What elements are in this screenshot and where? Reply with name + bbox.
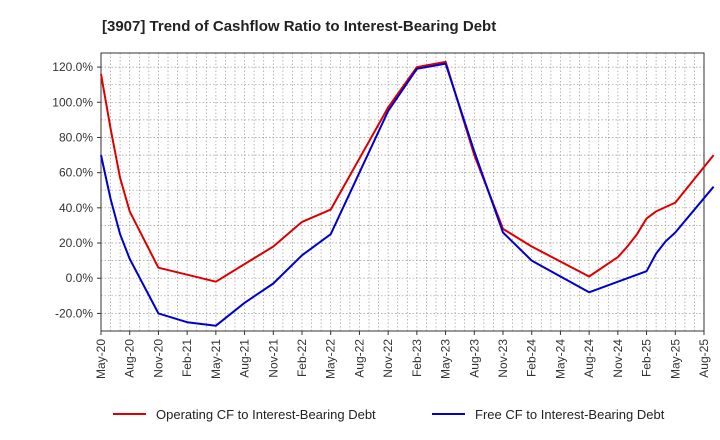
legend-label-free: Free CF to Interest-Bearing Debt <box>475 407 665 422</box>
x-tick-label: Feb-23 <box>410 339 424 377</box>
x-tick-label: May-25 <box>668 339 682 379</box>
series-line-free <box>100 62 715 327</box>
x-tick-label: Aug-22 <box>352 339 366 378</box>
y-tick-label: 80.0% <box>59 130 93 144</box>
x-tick-label: Nov-22 <box>381 339 395 378</box>
x-axis: May-20 Aug-20 Nov-20 Feb-21 May-21 Aug-21 Nov-… <box>94 331 711 379</box>
y-tick-label: 40.0% <box>59 201 93 215</box>
legend: Operating CF to Interest-Bearing Debt Fr… <box>113 407 665 422</box>
x-tick-label: May-22 <box>324 339 338 379</box>
x-tick-label: May-23 <box>439 339 453 379</box>
grid <box>101 53 704 331</box>
x-tick-label: Aug-24 <box>582 339 596 378</box>
y-axis: 120.0% 100.0% 80.0% 60.0% 40.0% 20.0% 0.0% -20.… <box>52 60 101 320</box>
y-tick-label: -20.0% <box>55 306 93 320</box>
x-tick-label: Nov-21 <box>266 339 280 378</box>
x-tick-label: Feb-24 <box>525 339 539 377</box>
x-tick-label: Feb-21 <box>180 339 194 377</box>
y-tick-label: 100.0% <box>52 95 93 109</box>
legend-label-operating: Operating CF to Interest-Bearing Debt <box>156 407 376 422</box>
y-tick-label: 0.0% <box>66 271 94 285</box>
x-tick-label: Nov-23 <box>496 339 510 378</box>
x-tick-label: Nov-20 <box>151 339 165 378</box>
y-tick-label: 120.0% <box>52 60 93 74</box>
x-tick-label: May-20 <box>94 339 108 379</box>
x-tick-label: Nov-24 <box>611 339 625 378</box>
x-tick-label: May-21 <box>209 339 223 379</box>
x-tick-label: Aug-25 <box>697 339 711 378</box>
x-tick-label: Aug-23 <box>467 339 481 378</box>
series-lines <box>100 60 715 327</box>
x-tick-label: Feb-25 <box>640 339 654 377</box>
y-tick-label: 60.0% <box>59 166 93 180</box>
series-line-operating <box>100 60 715 283</box>
x-tick-label: May-24 <box>553 339 567 379</box>
plot-frame <box>100 52 705 332</box>
x-tick-label: Aug-20 <box>123 339 137 378</box>
x-tick-label: Feb-22 <box>295 339 309 377</box>
y-tick-label: 20.0% <box>59 236 93 250</box>
x-tick-label: Aug-21 <box>238 339 252 378</box>
chart-title: [3907] Trend of Cashflow Ratio to Intere… <box>102 18 496 35</box>
